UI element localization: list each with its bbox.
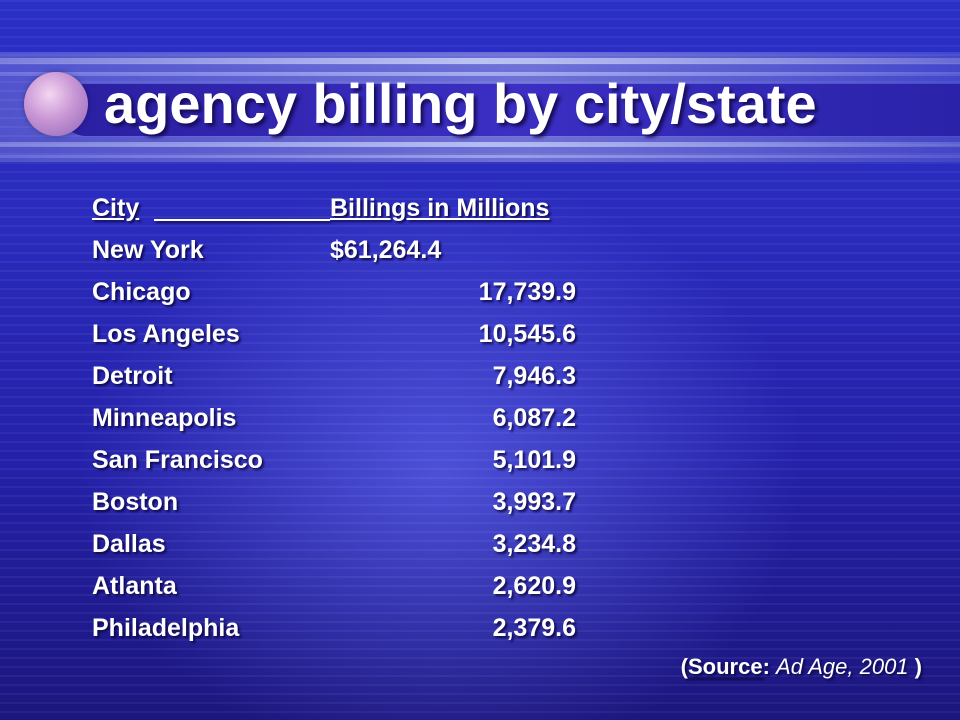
title-band-line	[0, 58, 960, 64]
slide-title: agency billing by city/state	[104, 72, 817, 135]
billings-cell: 10,545.6	[478, 320, 576, 348]
city-cell: Philadelphia	[92, 614, 240, 642]
column-header-city: City	[92, 190, 330, 226]
source-open-paren: (	[680, 654, 688, 679]
title-band-line	[0, 72, 960, 76]
title-band-line	[0, 155, 960, 158]
source-citation: (Source: Ad Age, 2001 )	[681, 654, 922, 680]
source-close-paren: )	[908, 654, 922, 679]
city-cell: New York	[92, 236, 204, 264]
column-header-city-label: City	[92, 194, 140, 222]
source-label: Source	[687, 654, 763, 679]
billings-cell: 2,379.6	[492, 614, 576, 642]
column-header-billings: Billings in Millions	[330, 194, 550, 222]
city-cell: Los Angeles	[92, 320, 240, 348]
city-cell: Boston	[92, 488, 179, 516]
billings-cell: 3,234.8	[492, 530, 576, 558]
city-cell: Dallas	[92, 530, 166, 558]
billings-cell: 17,739.9	[478, 278, 576, 306]
billings-cell: 2,620.9	[492, 572, 576, 600]
billings-cell: 5,101.9	[492, 446, 576, 474]
billings-cell: 7,946.3	[492, 362, 576, 390]
source-colon: :	[762, 654, 777, 679]
city-cell: Chicago	[92, 278, 191, 306]
source-reference: Ad Age, 2001	[776, 654, 909, 679]
city-cell: Atlanta	[92, 572, 177, 600]
city-cell: San Francisco	[92, 446, 263, 474]
city-cell: Minneapolis	[92, 404, 237, 432]
title-orb-decoration	[24, 72, 88, 136]
billings-cell: 3,993.7	[492, 488, 576, 516]
title-bar	[60, 84, 960, 136]
billings-cell: $61,264.4	[330, 236, 442, 264]
title-band-line	[0, 142, 960, 147]
city-cell: Detroit	[92, 362, 173, 390]
billings-cell: 6,087.2	[492, 404, 576, 432]
header-underline	[154, 190, 330, 226]
